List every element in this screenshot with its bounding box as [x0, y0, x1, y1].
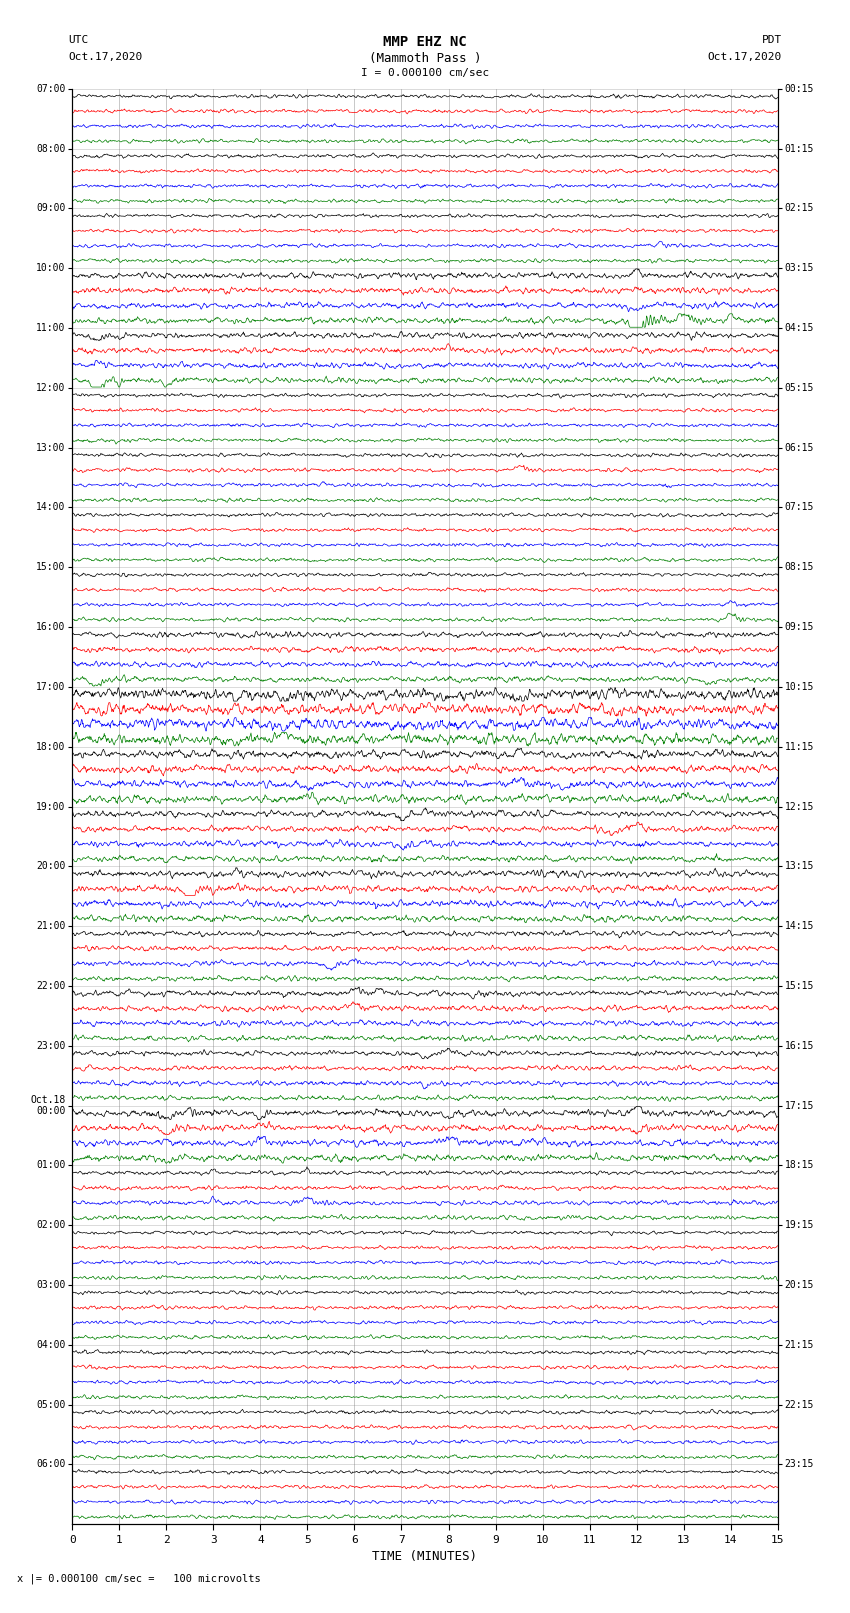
- Text: PDT: PDT: [762, 35, 782, 45]
- Text: UTC: UTC: [68, 35, 88, 45]
- Text: I = 0.000100 cm/sec: I = 0.000100 cm/sec: [361, 68, 489, 77]
- Text: x |= 0.000100 cm/sec =   100 microvolts: x |= 0.000100 cm/sec = 100 microvolts: [17, 1573, 261, 1584]
- Text: MMP EHZ NC: MMP EHZ NC: [383, 35, 467, 50]
- X-axis label: TIME (MINUTES): TIME (MINUTES): [372, 1550, 478, 1563]
- Text: (Mammoth Pass ): (Mammoth Pass ): [369, 52, 481, 65]
- Text: Oct.17,2020: Oct.17,2020: [708, 52, 782, 61]
- Text: Oct.17,2020: Oct.17,2020: [68, 52, 142, 61]
